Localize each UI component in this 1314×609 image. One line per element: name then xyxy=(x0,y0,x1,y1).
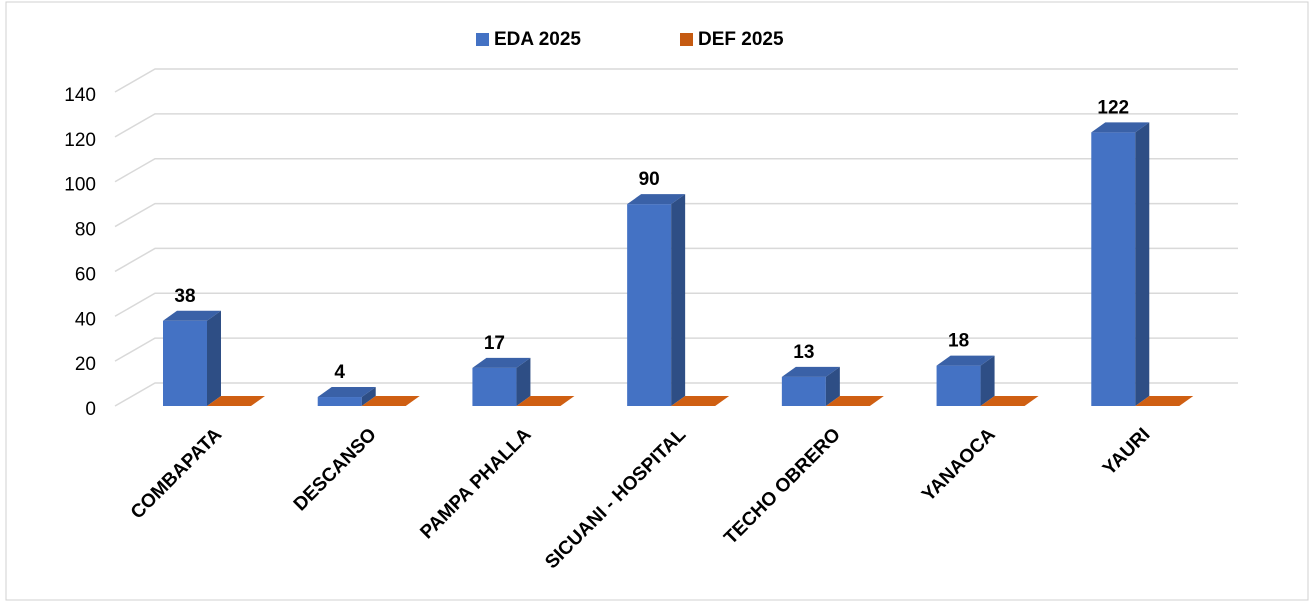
bar xyxy=(163,310,221,406)
bar xyxy=(1135,396,1194,406)
bar xyxy=(516,396,575,406)
bar xyxy=(627,194,686,406)
bar-face xyxy=(207,310,221,406)
legend-swatch xyxy=(680,33,693,46)
bar xyxy=(207,396,265,406)
bar xyxy=(671,396,730,406)
bar-face xyxy=(1135,122,1150,406)
data-label: 13 xyxy=(793,342,814,363)
y-tick-label: 100 xyxy=(64,175,96,196)
y-tick-label: 0 xyxy=(85,399,96,420)
data-label: 17 xyxy=(484,333,505,354)
y-tick-label: 120 xyxy=(64,130,96,151)
bar-face xyxy=(163,310,221,321)
bar xyxy=(472,357,531,406)
bar xyxy=(317,387,376,406)
legend-swatch xyxy=(476,33,489,46)
bar xyxy=(825,396,884,406)
bar-face xyxy=(825,366,840,406)
bar-face xyxy=(317,387,376,398)
grid-line xyxy=(114,382,1238,407)
data-label: 38 xyxy=(174,286,195,307)
data-label: 18 xyxy=(948,331,969,352)
bar-face xyxy=(1135,396,1194,406)
y-tick-label: 20 xyxy=(75,354,96,375)
bar-face xyxy=(361,387,376,406)
grid-line xyxy=(114,68,1238,93)
bar-face xyxy=(671,396,730,406)
data-label: 122 xyxy=(1097,97,1129,118)
y-tick-label: 140 xyxy=(64,85,96,106)
bar-face xyxy=(627,204,672,406)
bar-face xyxy=(516,396,575,406)
bar-face xyxy=(936,355,995,366)
y-tick-label: 60 xyxy=(75,264,96,285)
data-label: 90 xyxy=(639,169,660,190)
bar-face xyxy=(207,396,265,406)
grid-line xyxy=(114,202,1238,228)
bar-face xyxy=(472,367,517,406)
bar xyxy=(361,396,420,406)
y-tick-label: 40 xyxy=(75,309,96,330)
y-tick-label: 80 xyxy=(75,220,96,241)
bar-face xyxy=(361,396,420,406)
bar xyxy=(1091,122,1150,406)
bar-face xyxy=(781,376,826,406)
bar-face xyxy=(936,365,981,406)
grid-line xyxy=(114,247,1238,273)
legend-label: EDA 2025 xyxy=(494,29,581,50)
bar-face xyxy=(317,397,362,406)
legend-label: DEF 2025 xyxy=(698,29,784,50)
bar-face xyxy=(1091,132,1136,406)
grid-line xyxy=(114,292,1238,317)
bar-face xyxy=(1091,122,1150,133)
bar-face xyxy=(980,355,995,406)
data-label: 4 xyxy=(334,362,345,383)
grid-line xyxy=(114,113,1238,138)
grid-line xyxy=(114,157,1238,183)
bar-face xyxy=(825,396,884,406)
bar-face xyxy=(980,396,1039,406)
bar-face xyxy=(781,366,840,377)
grid-line xyxy=(114,337,1238,362)
bar-face xyxy=(671,194,686,406)
bar xyxy=(980,396,1039,406)
bar-face xyxy=(163,320,207,406)
bar-face xyxy=(516,357,531,406)
bar xyxy=(936,355,995,406)
bar-face xyxy=(472,357,531,368)
bar-face xyxy=(627,194,686,205)
bar xyxy=(781,366,840,406)
